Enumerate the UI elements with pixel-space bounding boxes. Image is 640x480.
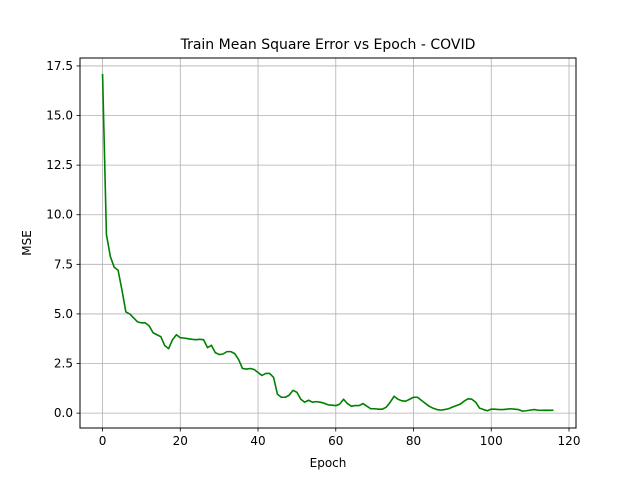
x-tick-label: 40 <box>250 434 265 448</box>
x-tick-label: 80 <box>406 434 421 448</box>
series-line <box>101 73 554 412</box>
plot-frame <box>79 57 577 429</box>
x-tick-label: 60 <box>328 434 343 448</box>
y-tick-label: 0.0 <box>54 406 73 420</box>
series-layer <box>101 73 554 412</box>
chart-title: Train Mean Square Error vs Epoch - COVID <box>180 37 476 53</box>
y-axis: 0.0 2.5 5.0 7.5 10.0 12.5 15.0 17.5 <box>46 59 80 420</box>
x-tick-label: 20 <box>173 434 188 448</box>
y-tick-label: 2.5 <box>54 357 73 371</box>
x-axis: 0 20 40 60 80 100 120 <box>99 428 581 448</box>
y-tick-label: 17.5 <box>46 59 73 73</box>
x-tick-label: 100 <box>480 434 503 448</box>
y-tick-label: 10.0 <box>46 208 73 222</box>
y-tick-label: 7.5 <box>54 257 73 271</box>
y-tick-label: 15.0 <box>46 109 73 123</box>
x-axis-label: Epoch <box>310 456 347 470</box>
y-tick-label: 12.5 <box>46 158 73 172</box>
x-tick-label: 0 <box>99 434 107 448</box>
grid <box>80 58 576 428</box>
y-axis-label: MSE <box>20 230 34 256</box>
y-tick-label: 5.0 <box>54 307 73 321</box>
x-tick-label: 120 <box>558 434 581 448</box>
